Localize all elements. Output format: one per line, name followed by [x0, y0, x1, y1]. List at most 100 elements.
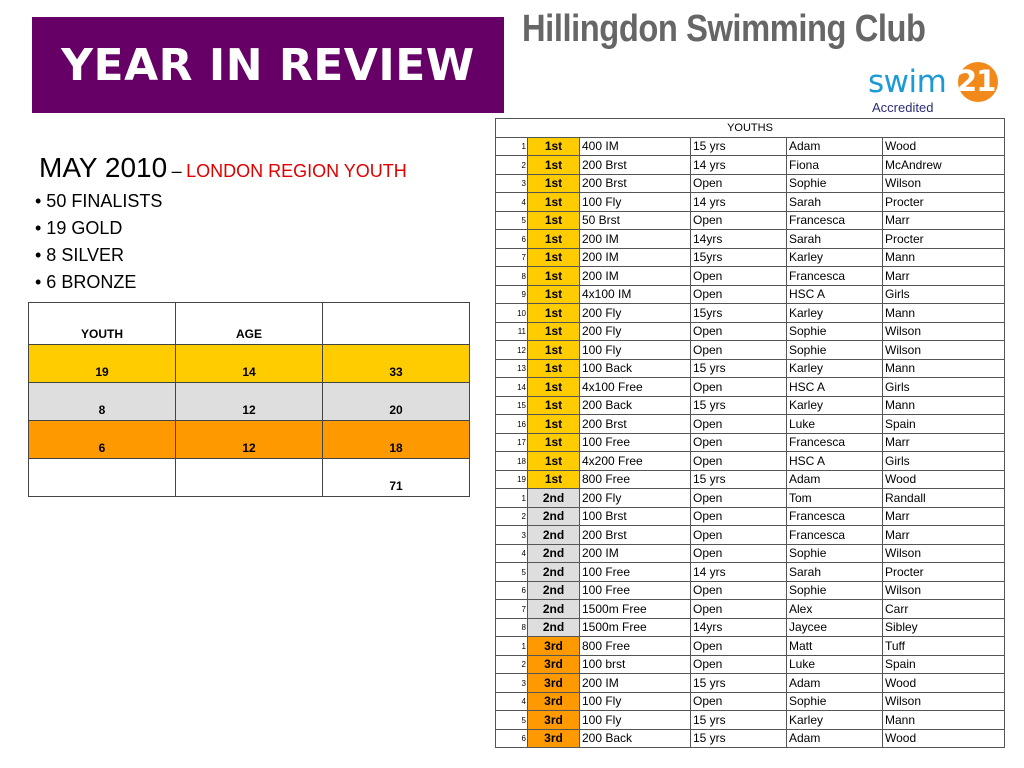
- logo-swim-text: swim: [868, 64, 947, 100]
- result-age-group: Open: [690, 543, 787, 563]
- result-row-number: 2: [495, 506, 528, 526]
- result-age-group: 15 yrs: [690, 395, 787, 415]
- stats-row-gold: 19 14 33: [28, 344, 470, 383]
- result-first-name: Karley: [786, 710, 883, 730]
- result-age-group: Open: [690, 432, 787, 452]
- result-age-group: Open: [690, 599, 787, 619]
- result-last-name: Procter: [882, 562, 1005, 582]
- youth-results-table: YOUTHS 1 1st 400 IM 15 yrs Adam Wood 2 1st 200 B…: [495, 118, 1005, 748]
- result-last-name: Wood: [882, 469, 1005, 489]
- result-place: 1st: [527, 173, 580, 193]
- result-place: 1st: [527, 469, 580, 489]
- result-first-name: Jaycee: [786, 617, 883, 637]
- summary-month: MAY 2010: [39, 152, 168, 183]
- result-age-group: Open: [690, 506, 787, 526]
- result-row: 6 3rd 200 Back 15 yrs Adam Wood: [495, 728, 1005, 748]
- result-last-name: Girls: [882, 284, 1005, 304]
- result-event: 200 Brst: [579, 414, 691, 434]
- result-first-name: Sophie: [786, 580, 883, 600]
- result-row: 3 1st 200 Brst Open Sophie Wilson: [495, 173, 1005, 193]
- result-place: 3rd: [527, 691, 580, 711]
- result-row: 2 2nd 100 Brst Open Francesca Marr: [495, 506, 1005, 526]
- result-first-name: Tom: [786, 488, 883, 508]
- result-first-name: Karley: [786, 247, 883, 267]
- result-first-name: Adam: [786, 728, 883, 748]
- result-event: 50 Brst: [579, 210, 691, 230]
- result-first-name: Francesca: [786, 525, 883, 545]
- result-last-name: Mann: [882, 395, 1005, 415]
- result-age-group: 15 yrs: [690, 358, 787, 378]
- result-place: 3rd: [527, 728, 580, 748]
- result-place: 1st: [527, 321, 580, 341]
- result-first-name: Adam: [786, 136, 883, 156]
- result-row: 8 2nd 1500m Free 14yrs Jaycee Sibley: [495, 617, 1005, 637]
- result-last-name: Marr: [882, 506, 1005, 526]
- result-place: 1st: [527, 340, 580, 360]
- result-place: 2nd: [527, 543, 580, 563]
- result-row-number: 6: [495, 728, 528, 748]
- result-last-name: Wood: [882, 673, 1005, 693]
- result-row: 19 1st 800 Free 15 yrs Adam Wood: [495, 469, 1005, 489]
- result-event: 100 Brst: [579, 506, 691, 526]
- result-first-name: Sophie: [786, 691, 883, 711]
- result-event: 200 IM: [579, 247, 691, 267]
- summary-region: LONDON REGION YOUTH: [186, 161, 407, 181]
- result-event: 100 Fly: [579, 710, 691, 730]
- summary-item-bronze: • 6 BRONZE: [35, 272, 137, 292]
- result-place: 1st: [527, 155, 580, 175]
- result-row: 14 1st 4x100 Free Open HSC A Girls: [495, 377, 1005, 397]
- summary-list: • 50 FINALISTS • 19 GOLD • 8 SILVER • 6 …: [35, 188, 407, 296]
- summary-item-silver: • 8 SILVER: [35, 245, 125, 265]
- result-event: 100 Free: [579, 580, 691, 600]
- stats-header-youth: YOUTH: [28, 302, 176, 345]
- result-row-number: 16: [495, 414, 528, 434]
- result-place: 2nd: [527, 617, 580, 637]
- result-last-name: Wilson: [882, 340, 1005, 360]
- result-event: 100 Fly: [579, 691, 691, 711]
- result-last-name: Wood: [882, 728, 1005, 748]
- result-place: 1st: [527, 284, 580, 304]
- result-first-name: Francesca: [786, 432, 883, 452]
- result-age-group: Open: [690, 284, 787, 304]
- result-last-name: Wilson: [882, 543, 1005, 563]
- result-row: 5 2nd 100 Free 14 yrs Sarah Procter: [495, 562, 1005, 582]
- result-last-name: Spain: [882, 414, 1005, 434]
- result-event: 800 Free: [579, 469, 691, 489]
- result-last-name: Girls: [882, 377, 1005, 397]
- result-row: 2 3rd 100 brst Open Luke Spain: [495, 654, 1005, 674]
- result-event: 100 brst: [579, 654, 691, 674]
- result-row-number: 1: [495, 488, 528, 508]
- result-place: 3rd: [527, 654, 580, 674]
- result-row-number: 17: [495, 432, 528, 452]
- result-event: 200 Brst: [579, 155, 691, 175]
- result-place: 1st: [527, 303, 580, 323]
- result-last-name: Marr: [882, 432, 1005, 452]
- result-event: 100 Back: [579, 358, 691, 378]
- result-first-name: Francesca: [786, 210, 883, 230]
- result-row: 7 2nd 1500m Free Open Alex Carr: [495, 599, 1005, 619]
- result-last-name: Wilson: [882, 691, 1005, 711]
- stats-header-total: [322, 302, 470, 345]
- result-place: 1st: [527, 358, 580, 378]
- result-first-name: Sarah: [786, 562, 883, 582]
- result-age-group: Open: [690, 210, 787, 230]
- result-event: 200 Brst: [579, 173, 691, 193]
- result-last-name: Spain: [882, 654, 1005, 674]
- logo-accredited-text: Accredited: [872, 100, 934, 115]
- result-age-group: Open: [690, 414, 787, 434]
- result-last-name: Wilson: [882, 173, 1005, 193]
- title-banner: YEAR IN REVIEW: [32, 17, 504, 113]
- stats-cell: 12: [175, 420, 323, 459]
- result-age-group: 15yrs: [690, 247, 787, 267]
- result-last-name: Randall: [882, 488, 1005, 508]
- stats-row-total: 71: [28, 458, 470, 497]
- result-row-number: 5: [495, 210, 528, 230]
- result-last-name: Wilson: [882, 321, 1005, 341]
- result-first-name: Sophie: [786, 340, 883, 360]
- result-last-name: Carr: [882, 599, 1005, 619]
- result-event: 100 Free: [579, 432, 691, 452]
- result-event: 100 Free: [579, 562, 691, 582]
- page-title: YEAR IN REVIEW: [61, 39, 475, 91]
- result-last-name: Marr: [882, 210, 1005, 230]
- result-row: 4 3rd 100 Fly Open Sophie Wilson: [495, 691, 1005, 711]
